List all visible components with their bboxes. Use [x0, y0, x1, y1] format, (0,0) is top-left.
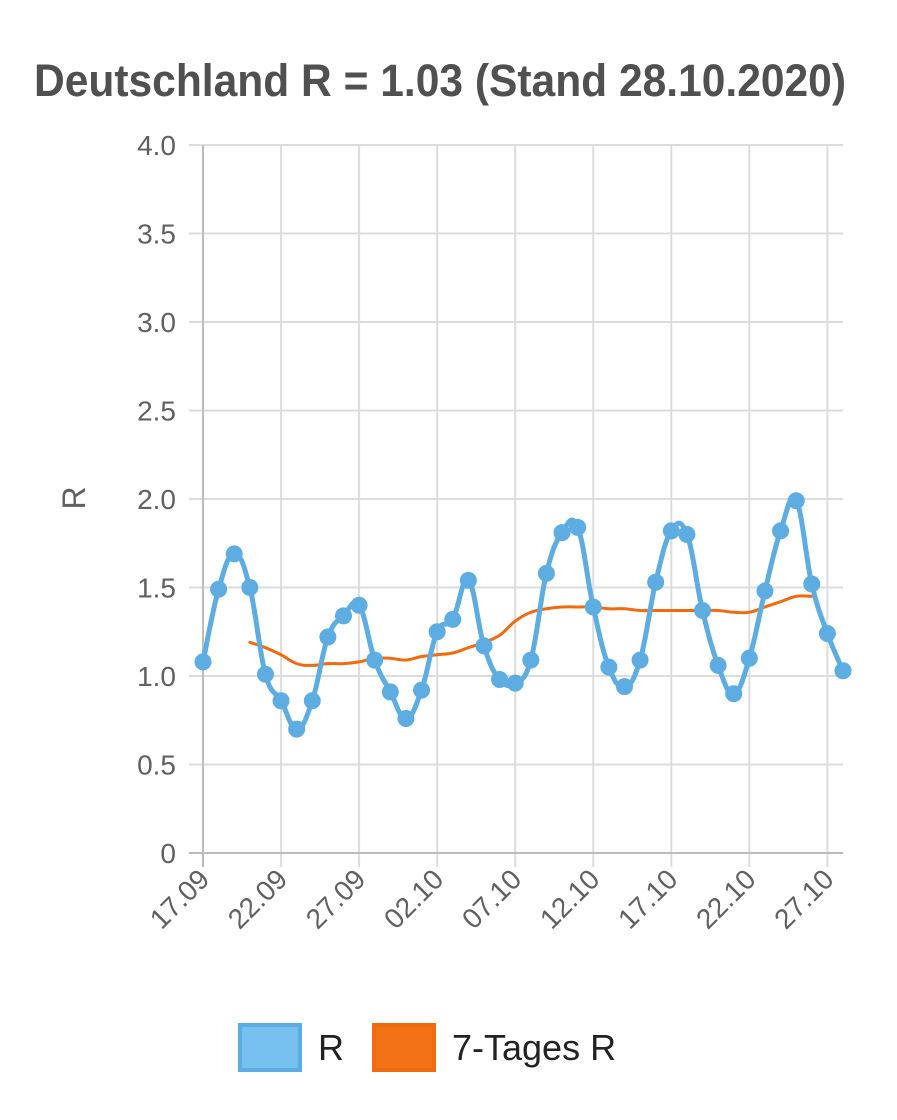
data-point — [475, 637, 493, 655]
data-point — [194, 653, 212, 671]
legend-label: R — [318, 1027, 344, 1068]
data-point — [553, 524, 571, 542]
data-point — [241, 579, 259, 596]
x-tick-label: 27.10 — [768, 863, 839, 934]
x-tick-label: 17.10 — [612, 863, 683, 934]
data-point — [303, 692, 321, 710]
y-tick-label: 0 — [160, 838, 176, 869]
x-axis: 17.09 22.09 27.09 02.10 07.10 12.10 17.10 22.10… — [144, 863, 840, 934]
data-point — [444, 610, 462, 628]
data-point — [787, 492, 805, 510]
data-point — [834, 662, 852, 680]
data-point — [631, 651, 649, 669]
y-tick-label: 1.5 — [137, 573, 176, 604]
y-tick-label: 0.5 — [137, 750, 176, 781]
axes — [189, 145, 843, 867]
data-point — [459, 571, 477, 589]
y-tick-label: 2.0 — [137, 484, 176, 515]
data-point — [225, 545, 243, 563]
x-tick-label: 27.09 — [300, 863, 371, 934]
x-tick-label: 22.09 — [222, 863, 293, 934]
data-point — [678, 525, 696, 543]
legend-label: 7-Tages R — [452, 1027, 616, 1068]
legend-swatch — [372, 1023, 436, 1072]
data-point — [366, 651, 384, 669]
data-point — [334, 607, 352, 625]
data-point — [350, 596, 368, 614]
series-line-7-tages-r — [248, 594, 814, 667]
x-tick-label: 02.10 — [378, 863, 449, 934]
data-point — [491, 671, 509, 689]
legend-swatch — [238, 1023, 302, 1072]
y-axis: 0 0.5 1.0 1.5 2.0 2.5 3.0 3.5 4.0 — [137, 130, 176, 869]
data-point — [740, 649, 758, 667]
data-point — [397, 709, 415, 727]
data-point — [537, 564, 555, 582]
data-point — [522, 651, 540, 669]
data-point — [803, 575, 821, 593]
data-point — [662, 522, 680, 540]
data-point — [569, 518, 587, 536]
x-tick-label: 12.10 — [534, 863, 605, 934]
data-point — [584, 598, 602, 616]
y-tick-label: 3.5 — [137, 219, 176, 250]
grid — [189, 144, 843, 867]
data-point — [319, 628, 337, 646]
data-point — [210, 580, 228, 598]
y-tick-label: 4.0 — [137, 130, 176, 161]
plot-area — [194, 492, 852, 738]
data-point — [694, 602, 712, 620]
legend: R 7-Tages R — [238, 1023, 616, 1072]
data-point — [413, 681, 431, 699]
data-point — [600, 658, 618, 676]
y-axis-label: R — [56, 486, 92, 509]
x-tick-label: 07.10 — [456, 863, 527, 934]
x-tick-label: 22.10 — [690, 863, 761, 934]
y-tick-label: 3.0 — [137, 307, 176, 338]
data-point — [756, 582, 774, 600]
data-point — [506, 674, 524, 692]
data-point — [381, 683, 399, 701]
y-tick-label: 1.0 — [137, 661, 176, 692]
x-tick-label: 17.09 — [144, 863, 215, 934]
data-point — [288, 720, 306, 738]
y-tick-label: 2.5 — [137, 396, 176, 427]
data-point — [725, 685, 743, 703]
data-point — [272, 692, 290, 710]
data-point — [818, 625, 836, 643]
data-point — [428, 623, 446, 641]
data-point — [256, 665, 274, 683]
data-point — [615, 678, 633, 696]
data-point — [647, 573, 665, 591]
chart-title: Deutschland R = 1.03 (Stand 28.10.2020) — [34, 55, 846, 106]
data-point — [772, 522, 790, 540]
data-point — [709, 656, 727, 674]
